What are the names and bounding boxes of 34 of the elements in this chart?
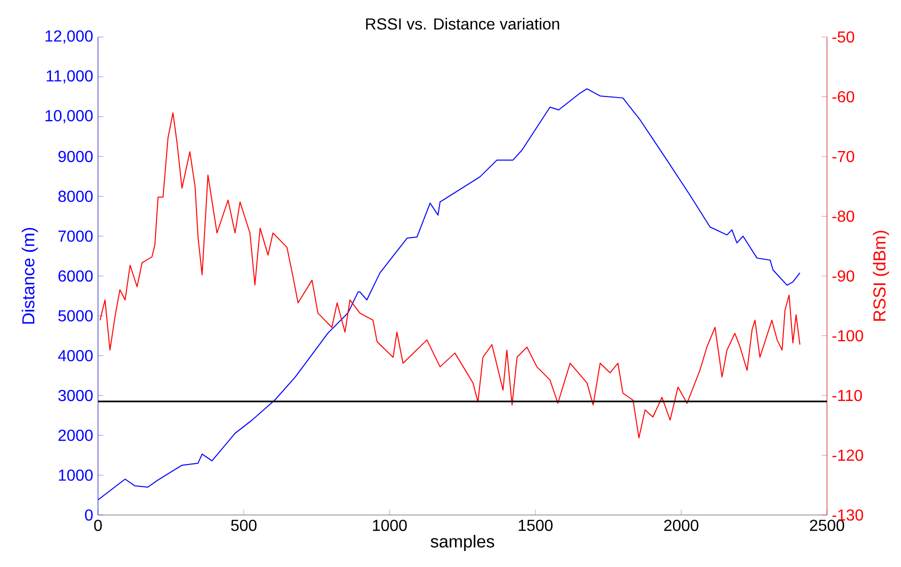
x-tick-label: 1500 [518,520,553,532]
y2-tick-label: -80 [832,210,854,222]
y-tick-label: 12,000 [46,30,93,44]
y2-tick-label: -70 [832,150,854,162]
y-tick-label: 0 [85,509,93,521]
y-tick-label: 3000 [58,390,93,402]
x-axis-title: samples [430,534,494,551]
y2-tick-label: -110 [832,390,862,402]
y2-tick-label: -120 [832,450,864,461]
y2-tick-label: -100 [832,330,864,342]
y-tick-label: 7000 [58,230,93,242]
y-tick-label: 5000 [58,310,93,322]
y2-tick-label: -50 [832,31,854,43]
y2-tick-label: -90 [832,270,854,282]
y-tick-label: 2000 [58,430,93,441]
x-tick-label: 500 [231,520,257,532]
y-axis-title: Distance (m) [22,228,38,324]
x-tick-label: 0 [94,520,102,532]
y2-tick-label: -130 [832,509,864,521]
y-tick-label: 10,000 [46,110,93,124]
line-series [98,88,800,500]
x-tick-label: 2500 [810,520,844,532]
chart-title: RSSI vs. Distance variation [366,18,560,30]
y2-tick-label: -60 [832,91,854,102]
line-series [100,112,800,438]
y-tick-label: 9000 [58,150,93,162]
y2-axis-title: RSSI (dBm) [872,230,890,321]
x-tick-label: 2000 [664,520,698,532]
y-tick-label: 11,000 [46,70,93,84]
y-tick-label: 4000 [58,350,93,362]
y-tick-label: 8000 [58,190,93,202]
y-tick-label: 6000 [58,270,93,282]
x-tick-label: 1000 [373,520,407,532]
y-tick-label: 1000 [58,469,93,481]
